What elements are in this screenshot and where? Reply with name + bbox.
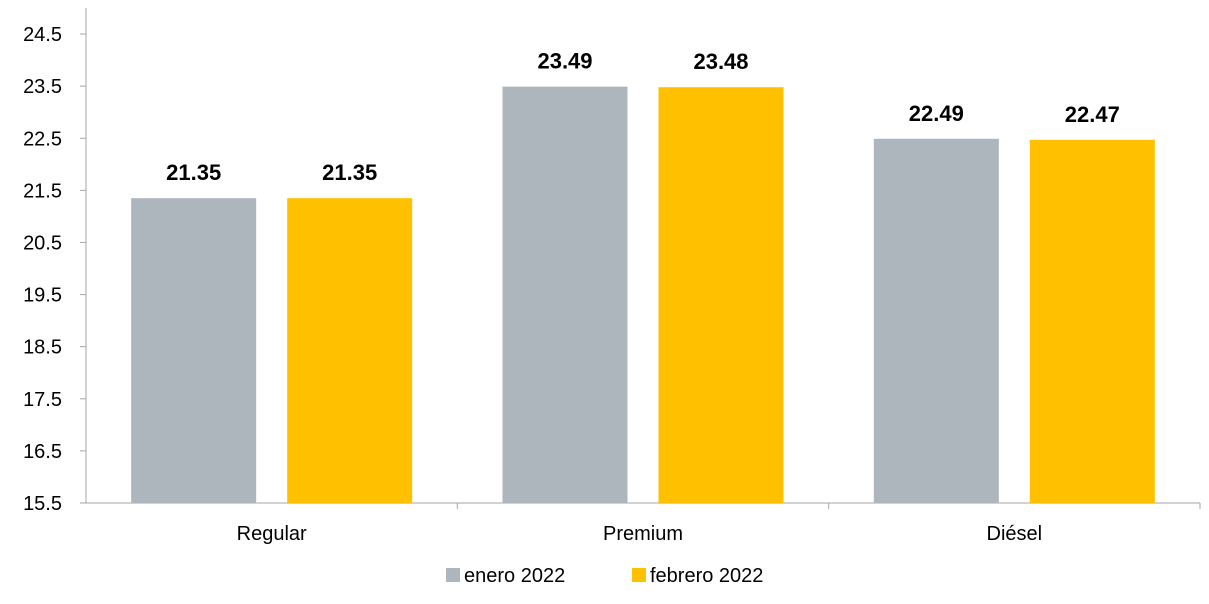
y-tick-label: 23.5 [23, 76, 62, 98]
legend-label: enero 2022 [464, 565, 565, 587]
bar [658, 87, 784, 503]
bars [131, 86, 1155, 504]
y-tick-label: 18.5 [23, 337, 62, 359]
axes: 15.5 16.5 17.5 18.5 19.5 20.5 21.5 22.5 23.5 24.5… [23, 8, 1201, 545]
legend: enero 2022 febrero 2022 [446, 565, 763, 587]
legend-swatch [632, 568, 646, 582]
y-tick-label: 20.5 [23, 232, 62, 254]
bar [287, 198, 413, 503]
y-tick-label: 24.5 [23, 24, 62, 46]
data-label: 23.48 [693, 49, 748, 74]
bar [131, 198, 257, 503]
y-tick-label: 16.5 [23, 441, 62, 463]
y-tick-label: 22.5 [23, 128, 62, 150]
data-label: 23.49 [537, 49, 592, 74]
data-label: 22.49 [909, 101, 964, 126]
x-tick-label: Regular [237, 523, 307, 545]
y-tick-label: 19.5 [23, 285, 62, 307]
y-tick-label: 17.5 [23, 389, 62, 411]
bar [873, 138, 999, 503]
data-label: 21.35 [166, 160, 221, 185]
data-label: 21.35 [322, 160, 377, 185]
bar [502, 86, 628, 503]
data-labels: 21.35 21.35 23.49 23.48 22.49 22.47 [166, 49, 1120, 186]
y-tick-label: 21.5 [23, 180, 62, 202]
x-tick-label: Premium [603, 523, 683, 545]
data-label: 22.47 [1065, 102, 1120, 127]
y-tick-label: 15.5 [23, 493, 62, 515]
legend-label: febrero 2022 [650, 565, 763, 587]
bar [1029, 139, 1155, 504]
x-tick-label: Diésel [987, 523, 1043, 545]
legend-swatch [446, 568, 460, 582]
